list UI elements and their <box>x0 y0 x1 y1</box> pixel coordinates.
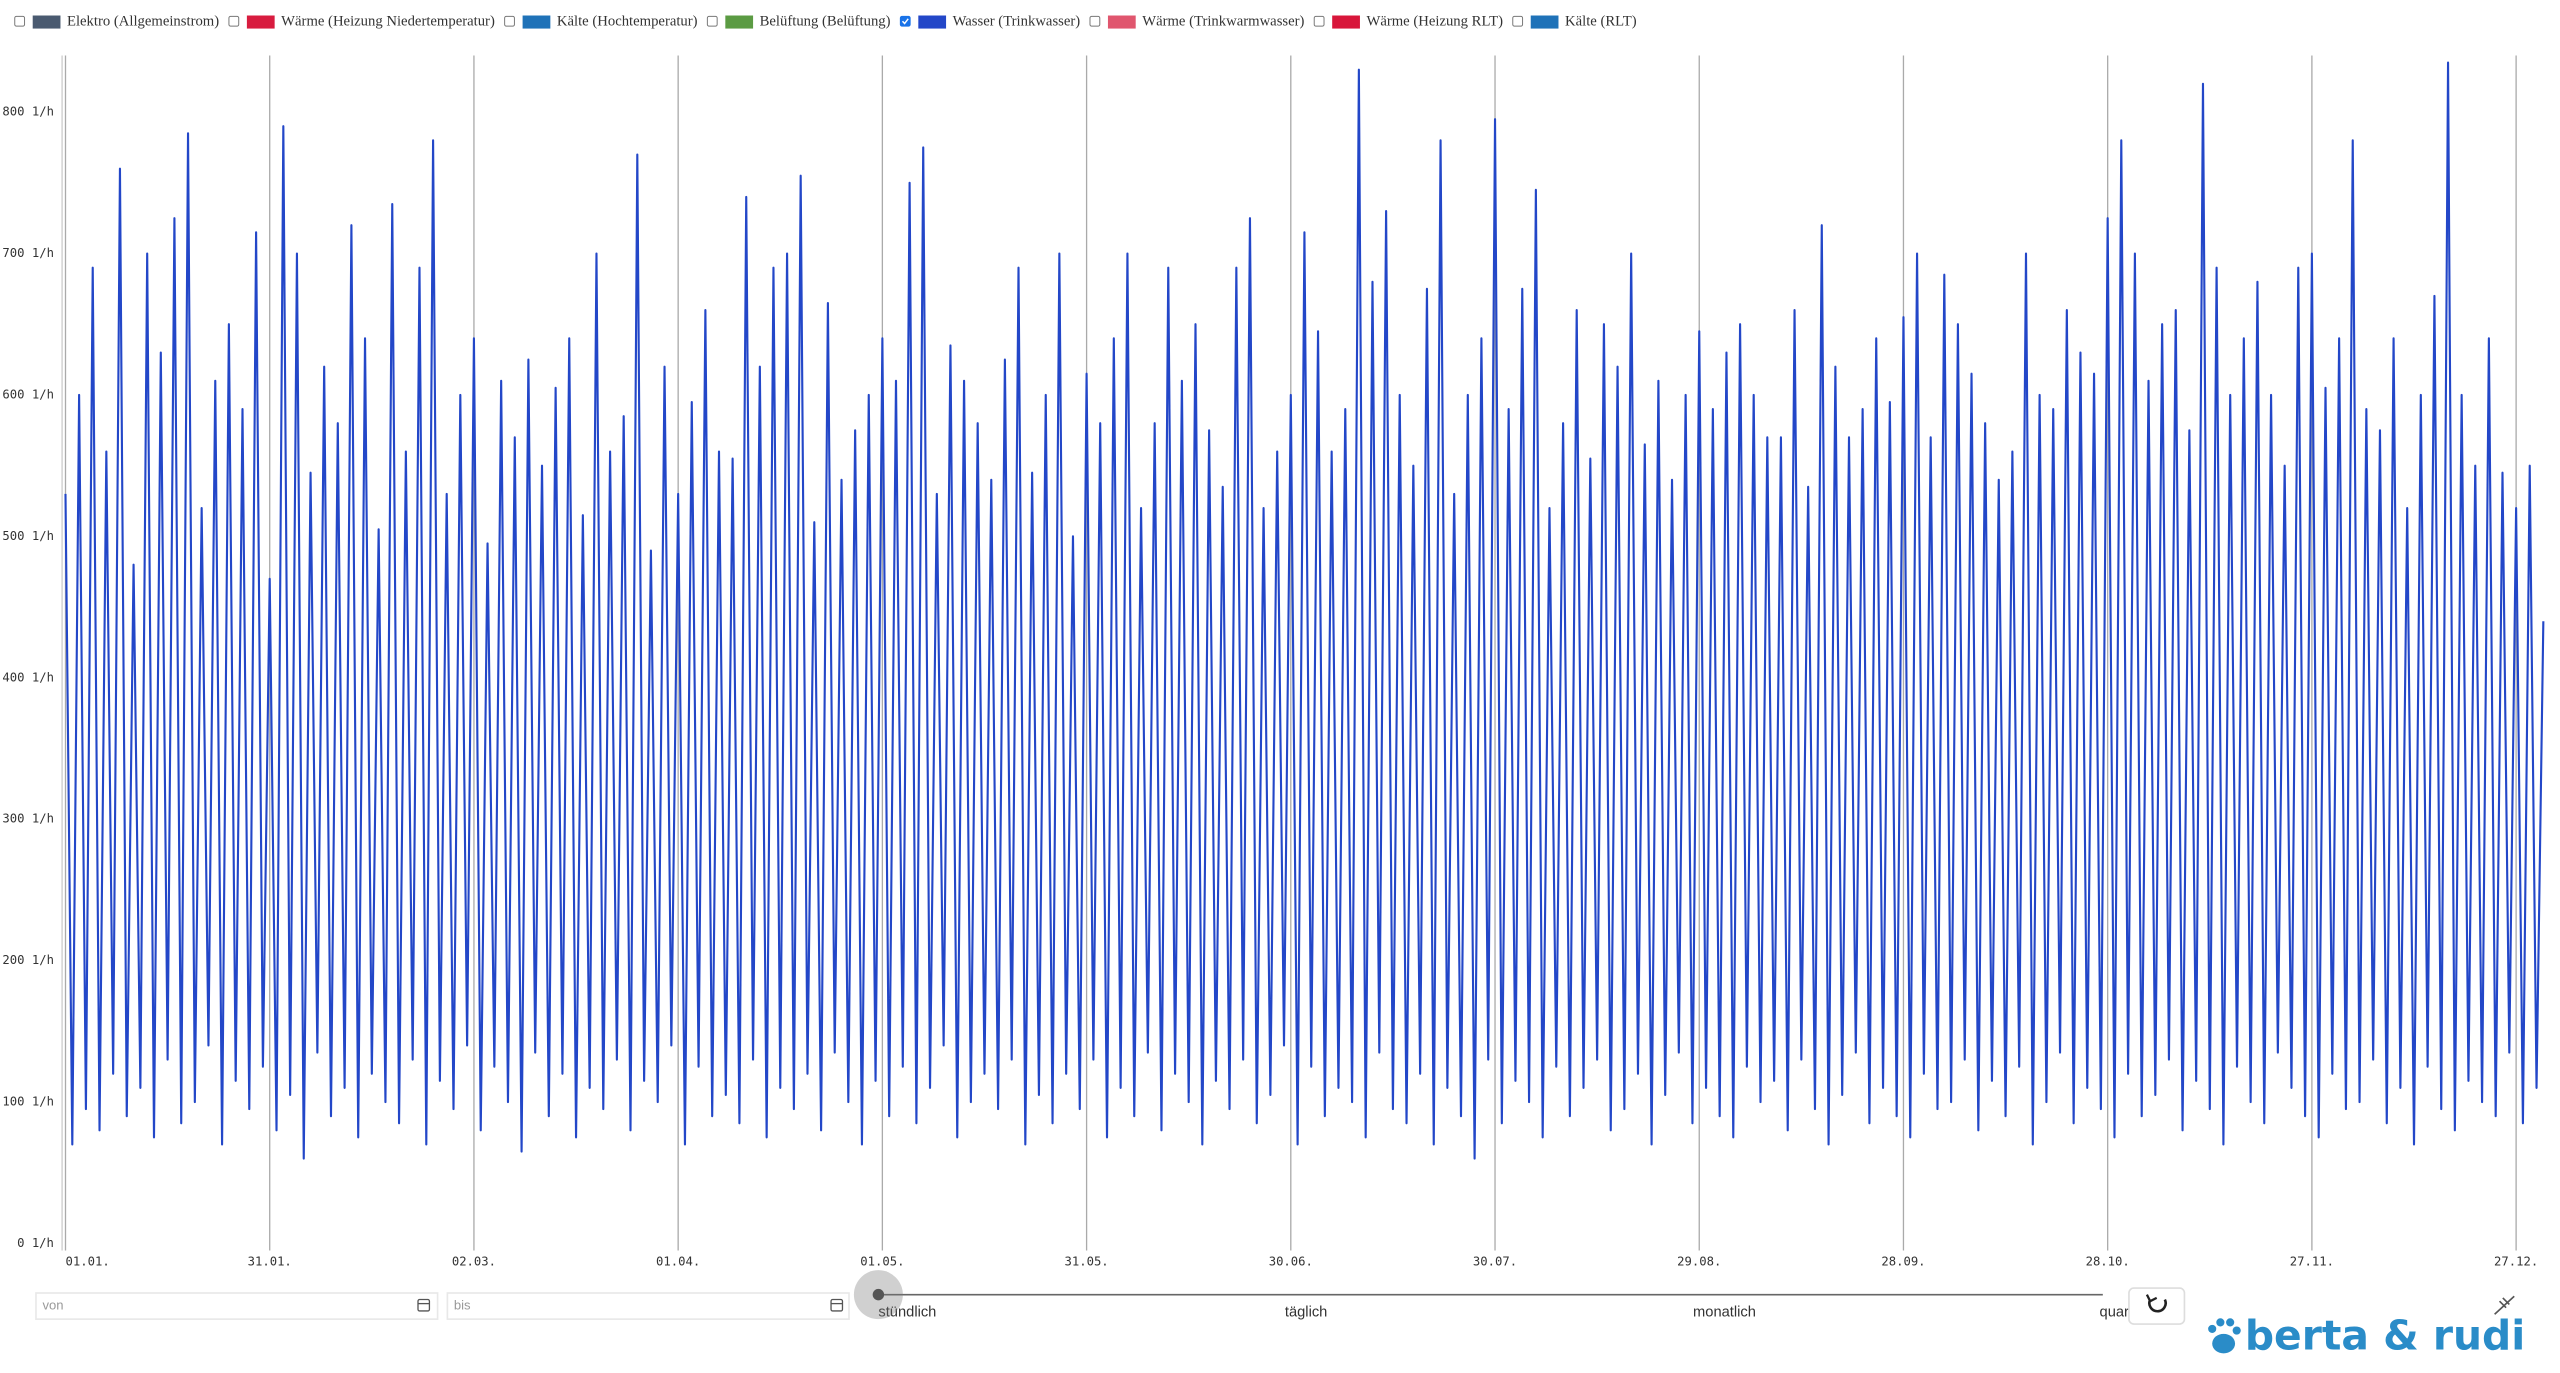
brand-name: berta & rudi <box>2245 1312 2525 1360</box>
x-tick-label: 02.03. <box>452 1254 496 1268</box>
x-tick-label: 28.09. <box>1881 1254 1925 1268</box>
resolution-label[interactable]: quar <box>2100 1304 2130 1320</box>
x-tick-label: 01.04. <box>656 1254 700 1268</box>
resolution-label[interactable]: monatlich <box>1693 1304 1756 1320</box>
chart: 0 1/h 100 1/h 200 1/h 300 1/h 400 1/h 500 1/h… <box>2 55 2545 1268</box>
x-tick-label: 01.05. <box>860 1254 904 1268</box>
legend-checkbox[interactable] <box>1089 15 1101 27</box>
to-placeholder: bis <box>454 1298 471 1313</box>
y-tick-label: 0 1/h <box>17 1236 54 1250</box>
y-tick-label: 200 1/h <box>2 953 54 967</box>
x-tick-label: 31.05. <box>1064 1254 1108 1268</box>
legend-swatch <box>725 15 754 29</box>
legend-checkbox[interactable] <box>1512 15 1524 27</box>
data-line <box>64 61 2545 1160</box>
legend-swatch <box>918 15 947 29</box>
to-input[interactable] <box>446 1292 850 1320</box>
legend-swatch <box>32 15 61 29</box>
y-tick-label: 400 1/h <box>2 670 54 684</box>
checkmark <box>901 18 909 25</box>
y-tick-label: 700 1/h <box>2 246 54 260</box>
x-tick-label: 27.11. <box>2290 1254 2334 1268</box>
calendar-icon[interactable] <box>830 1298 844 1312</box>
x-tick-label: 31.01. <box>248 1254 292 1268</box>
resolution-slider: stündlich täglich monatlich quar <box>853 1270 2130 1320</box>
x-tick-label: 30.07. <box>1473 1254 1517 1268</box>
y-tick-label: 800 1/h <box>2 105 54 119</box>
y-tick-label: 100 1/h <box>2 1095 54 1109</box>
x-tick-label: 28.10. <box>2086 1254 2130 1268</box>
y-tick-label: 300 1/h <box>2 812 54 826</box>
reset-icon <box>2145 1294 2167 1313</box>
legend-swatch <box>522 15 551 29</box>
legend-checkbox[interactable] <box>899 15 911 27</box>
legend-label: Wärme (Heizung RLT) <box>1366 13 1503 29</box>
legend-swatch <box>1107 15 1136 29</box>
slider-thumb[interactable] <box>872 1288 885 1301</box>
from-placeholder: von <box>43 1298 64 1313</box>
legend-label: Elektro (Allgemeinstrom) <box>67 13 219 29</box>
from-input[interactable] <box>35 1292 439 1320</box>
brand-logo: berta & rudi <box>2208 1312 2525 1360</box>
legend-swatch <box>1332 15 1360 29</box>
calendar-icon[interactable] <box>417 1298 431 1312</box>
legend-label: Wärme (Trinkwarmwasser) <box>1142 13 1304 29</box>
legend-label: Belüftung (Belüftung) <box>760 13 891 29</box>
y-tick-label: 500 1/h <box>2 529 54 543</box>
legend-swatch <box>1530 15 1559 29</box>
legend-label: Wärme (Heizung Niedertemperatur) <box>281 13 495 29</box>
legend: Elektro (Allgemeinstrom) Wärme (Heizung N… <box>14 13 1637 29</box>
x-tick-label: 30.06. <box>1269 1254 1313 1268</box>
resolution-label[interactable]: stündlich <box>878 1304 936 1320</box>
x-tick-label: 29.08. <box>1677 1254 1721 1268</box>
resolution-label[interactable]: täglich <box>1285 1304 1327 1320</box>
legend-checkbox[interactable] <box>228 15 240 27</box>
reset-button[interactable] <box>2128 1287 2186 1325</box>
legend-label: Kälte (Hochtemperatur) <box>557 13 698 29</box>
x-tick-label: 01.01. <box>65 1254 109 1268</box>
legend-label: Kälte (RLT) <box>1565 13 1637 29</box>
legend-label: Wasser (Trinkwasser) <box>953 13 1081 29</box>
legend-checkbox[interactable] <box>1313 15 1325 27</box>
collapse-icon[interactable] <box>2494 1295 2515 1315</box>
legend-swatch <box>246 15 275 29</box>
y-tick-label: 600 1/h <box>2 387 54 401</box>
x-tick-label: 27.12. <box>2494 1254 2538 1268</box>
legend-checkbox[interactable] <box>504 15 515 27</box>
legend-checkbox[interactable] <box>14 15 26 27</box>
legend-checkbox[interactable] <box>706 15 718 27</box>
